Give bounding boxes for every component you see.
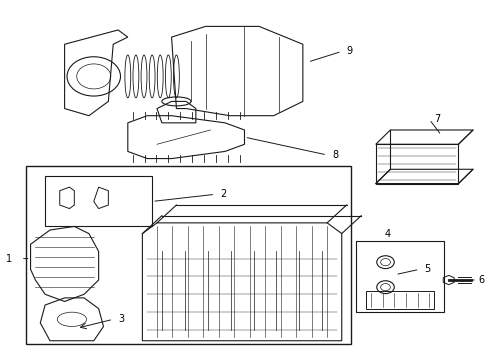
Text: 1: 1 — [6, 253, 12, 264]
Bar — [45, 176, 152, 226]
Text: 4: 4 — [384, 229, 390, 239]
Text: 5: 5 — [424, 264, 430, 274]
Text: 2: 2 — [220, 189, 226, 199]
Text: 9: 9 — [346, 46, 352, 57]
Bar — [26, 166, 351, 344]
Bar — [366, 291, 433, 309]
Bar — [356, 241, 443, 312]
Text: 7: 7 — [433, 114, 440, 124]
Text: 6: 6 — [477, 275, 483, 285]
Text: 8: 8 — [331, 150, 338, 160]
Text: 3: 3 — [118, 314, 124, 324]
